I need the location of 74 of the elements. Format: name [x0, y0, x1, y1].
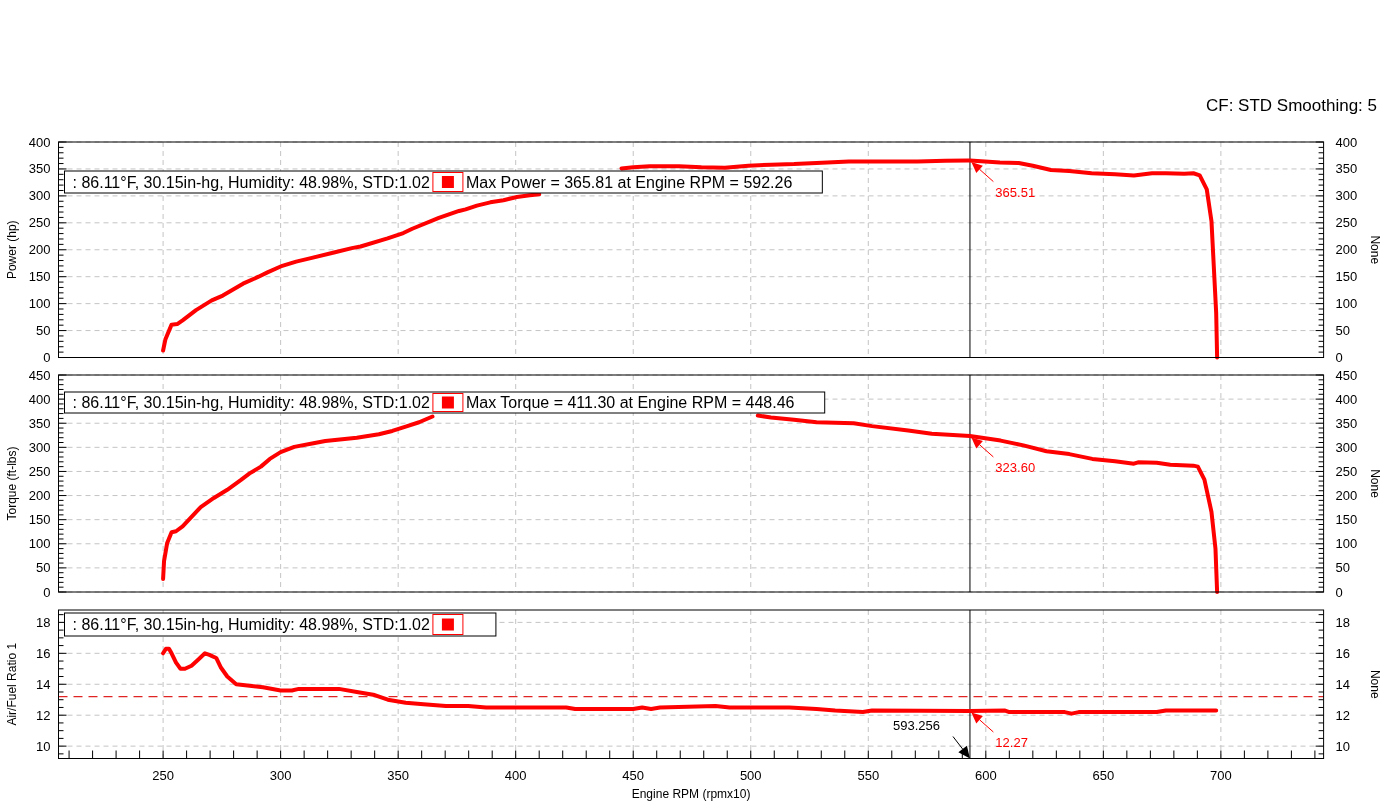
y-tick-label: 400	[28, 391, 51, 407]
y2-tick-label: 0	[1335, 350, 1343, 365]
y-tick-label: 350	[28, 161, 51, 177]
y-tick-label: 0	[43, 350, 51, 365]
y2-tick-label: 150	[1335, 269, 1358, 285]
legend-label: : 86.11°F, 30.15in-hg, Humidity: 48.98%, STD:1.02	[72, 173, 431, 191]
x-tick-label: 600	[974, 767, 997, 783]
y-tick-label: 250	[28, 463, 51, 479]
x-tick-label: 450	[622, 767, 645, 783]
y-tick-label: 12	[36, 707, 51, 723]
y-tick-label: 150	[28, 512, 51, 528]
y2-tick-label: 50	[1335, 323, 1351, 339]
y2-tick-label: 100	[1335, 536, 1358, 552]
y-tick-label: 14	[36, 676, 51, 692]
y2-tick-label: 250	[1335, 463, 1358, 479]
ref-line-label: 593.256	[892, 717, 940, 733]
x-tick-label: 350	[387, 767, 410, 783]
y2-tick-label: 16	[1335, 645, 1351, 661]
y-axis-title: Air/Fuel Ratio 1	[5, 642, 19, 726]
y2-axis-title: None	[1368, 469, 1382, 499]
x-tick-label: 700	[1210, 767, 1232, 783]
y2-tick-label: 300	[1335, 439, 1358, 455]
y-tick-label: 250	[28, 215, 51, 231]
y-tick-label: 300	[28, 188, 51, 204]
y-tick-label: 0	[43, 584, 51, 600]
y2-tick-label: 250	[1335, 215, 1358, 231]
y2-tick-label: 12	[1335, 707, 1351, 723]
y2-tick-label: 450	[1335, 367, 1358, 383]
x-axis-title: Engine RPM (rpmx10)	[631, 786, 751, 801]
x-tick-label: 550	[857, 767, 880, 783]
y-tick-label: 400	[28, 134, 51, 150]
y-tick-label: 16	[36, 645, 51, 661]
y2-tick-label: 350	[1335, 415, 1358, 431]
y-tick-label: 450	[28, 367, 51, 383]
chart-subtitle: CF: STD Smoothing: 5	[1205, 96, 1377, 115]
y2-tick-label: 18	[1335, 614, 1351, 630]
x-tick-label: 650	[1092, 767, 1115, 783]
y-tick-label: 50	[36, 323, 51, 339]
y2-axis-title: None	[1368, 235, 1382, 265]
y-tick-label: 350	[28, 415, 51, 431]
y-tick-label: 10	[36, 738, 51, 754]
y2-tick-label: 200	[1335, 242, 1358, 258]
annotation: Max Torque = 411.30 at Engine RPM = 448.46	[465, 394, 795, 411]
y-tick-label: 200	[28, 242, 51, 258]
y2-tick-label: 14	[1335, 676, 1351, 692]
y-tick-label: 100	[28, 296, 51, 312]
y2-tick-label: 0	[1335, 584, 1343, 600]
y-tick-label: 18	[36, 614, 51, 630]
annotation: 12.27	[995, 735, 1028, 751]
y-axis-title: Torque (ft-lbs)	[5, 446, 19, 521]
y2-tick-label: 300	[1335, 188, 1358, 204]
y2-tick-label: 200	[1335, 488, 1358, 504]
y-tick-label: 200	[28, 488, 51, 504]
y2-tick-label: 400	[1335, 134, 1358, 150]
y2-axis-title: None	[1368, 669, 1382, 699]
legend-label: : 86.11°F, 30.15in-hg, Humidity: 48.98%, STD:1.02	[72, 616, 431, 633]
y2-tick-label: 350	[1335, 161, 1358, 177]
y2-tick-label: 100	[1335, 296, 1358, 312]
x-tick-label: 250	[152, 767, 174, 783]
y2-tick-label: 400	[1335, 391, 1358, 407]
y2-tick-label: 50	[1335, 560, 1351, 576]
annotation: 323.60	[995, 459, 1036, 475]
y-tick-label: 100	[28, 536, 51, 552]
annotation: Max Power = 365.81 at Engine RPM = 592.26	[465, 173, 793, 191]
x-tick-label: 300	[269, 767, 292, 783]
y2-tick-label: 150	[1335, 512, 1358, 528]
y-tick-label: 300	[28, 439, 51, 455]
y-tick-label: 50	[36, 560, 51, 576]
legend-label: : 86.11°F, 30.15in-hg, Humidity: 48.98%, STD:1.02	[72, 394, 431, 411]
y-axis-title: Power (hp)	[5, 220, 19, 280]
x-tick-label: 500	[739, 767, 762, 783]
y2-tick-label: 10	[1335, 738, 1351, 754]
x-tick-label: 400	[504, 767, 527, 783]
y-tick-label: 150	[28, 269, 51, 285]
